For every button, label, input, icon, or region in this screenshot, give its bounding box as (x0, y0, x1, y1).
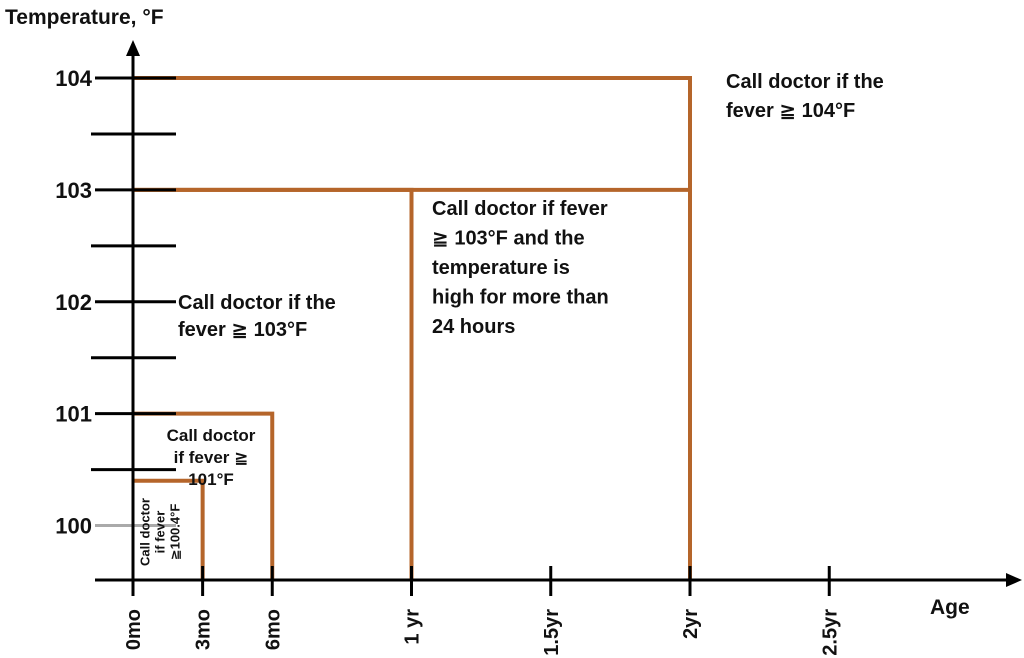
region-label-line: if fever (153, 511, 168, 554)
y-tick-label: 103 (55, 178, 92, 203)
region-boundary (133, 76, 692, 580)
y-tick-label: 101 (55, 402, 92, 427)
region-label-line: high for more than (432, 287, 609, 309)
region-label-line: Call doctor if fever (432, 198, 608, 220)
region-label-line: ≧100.4°F (168, 504, 183, 561)
y-tick-label: 100 (55, 514, 92, 539)
region-boundary (133, 478, 205, 580)
region-label-line: 101°F (188, 470, 234, 489)
region-label-line: temperature is (432, 257, 570, 279)
region-label: Call doctor if fever ≧ 103°F and the tempe… (432, 198, 609, 338)
region-label-line: ≧ 103°F and the (432, 228, 585, 250)
region-label-line: fever ≧ 104°F (726, 100, 855, 122)
region-label: Call doctor if the fever ≧ 103°F (178, 292, 336, 341)
svg-text:Call doctorif fever ≧101°F: Call doctor if fever ≧ 101°F (167, 426, 256, 489)
y-tick-label: 102 (55, 290, 92, 315)
x-tick-label: 2yr (680, 609, 702, 639)
x-axis-arrow-icon (1006, 573, 1022, 587)
region-label-line: fever ≧ 103°F (178, 319, 307, 341)
x-tick-label: 3mo (193, 609, 215, 650)
y-tick-label: 104 (55, 66, 92, 91)
x-tick-label: 6mo (262, 609, 284, 650)
y-axis-arrow-icon (126, 40, 140, 56)
x-tick-label: 1.5yr (541, 609, 563, 656)
svg-text:Call doctor if fever≧ 103°F an: Call doctor if fever ≧ 103°F and the tempe… (432, 198, 609, 338)
x-tick-label: 1 yr (402, 609, 424, 645)
x-tick-label: 0mo (123, 609, 145, 650)
region-label: Call doctorif fever≧100.4°F (138, 498, 183, 566)
x-axis-title: Age (930, 596, 970, 619)
region-label: Call doctor if fever ≧ 101°F (167, 426, 256, 489)
region-label-line: Call doctor if the (726, 71, 884, 93)
region-boundary (133, 411, 275, 580)
region-label: Call doctor if the fever ≧ 104°F (726, 71, 884, 122)
region-label-line: if fever ≧ (174, 448, 249, 467)
region-label-line: Call doctor (167, 426, 256, 445)
region-label-line: 24 hours (432, 316, 515, 338)
region-label-line: Call doctor if the (178, 292, 336, 314)
x-tick-label: 2.5yr (819, 609, 841, 656)
region-label-line: Call doctor (138, 498, 153, 566)
y-axis-title: Temperature, °F (5, 6, 164, 29)
svg-text:Call doctorif fever≧100.4°F: Call doctorif fever≧100.4°F (138, 498, 183, 566)
